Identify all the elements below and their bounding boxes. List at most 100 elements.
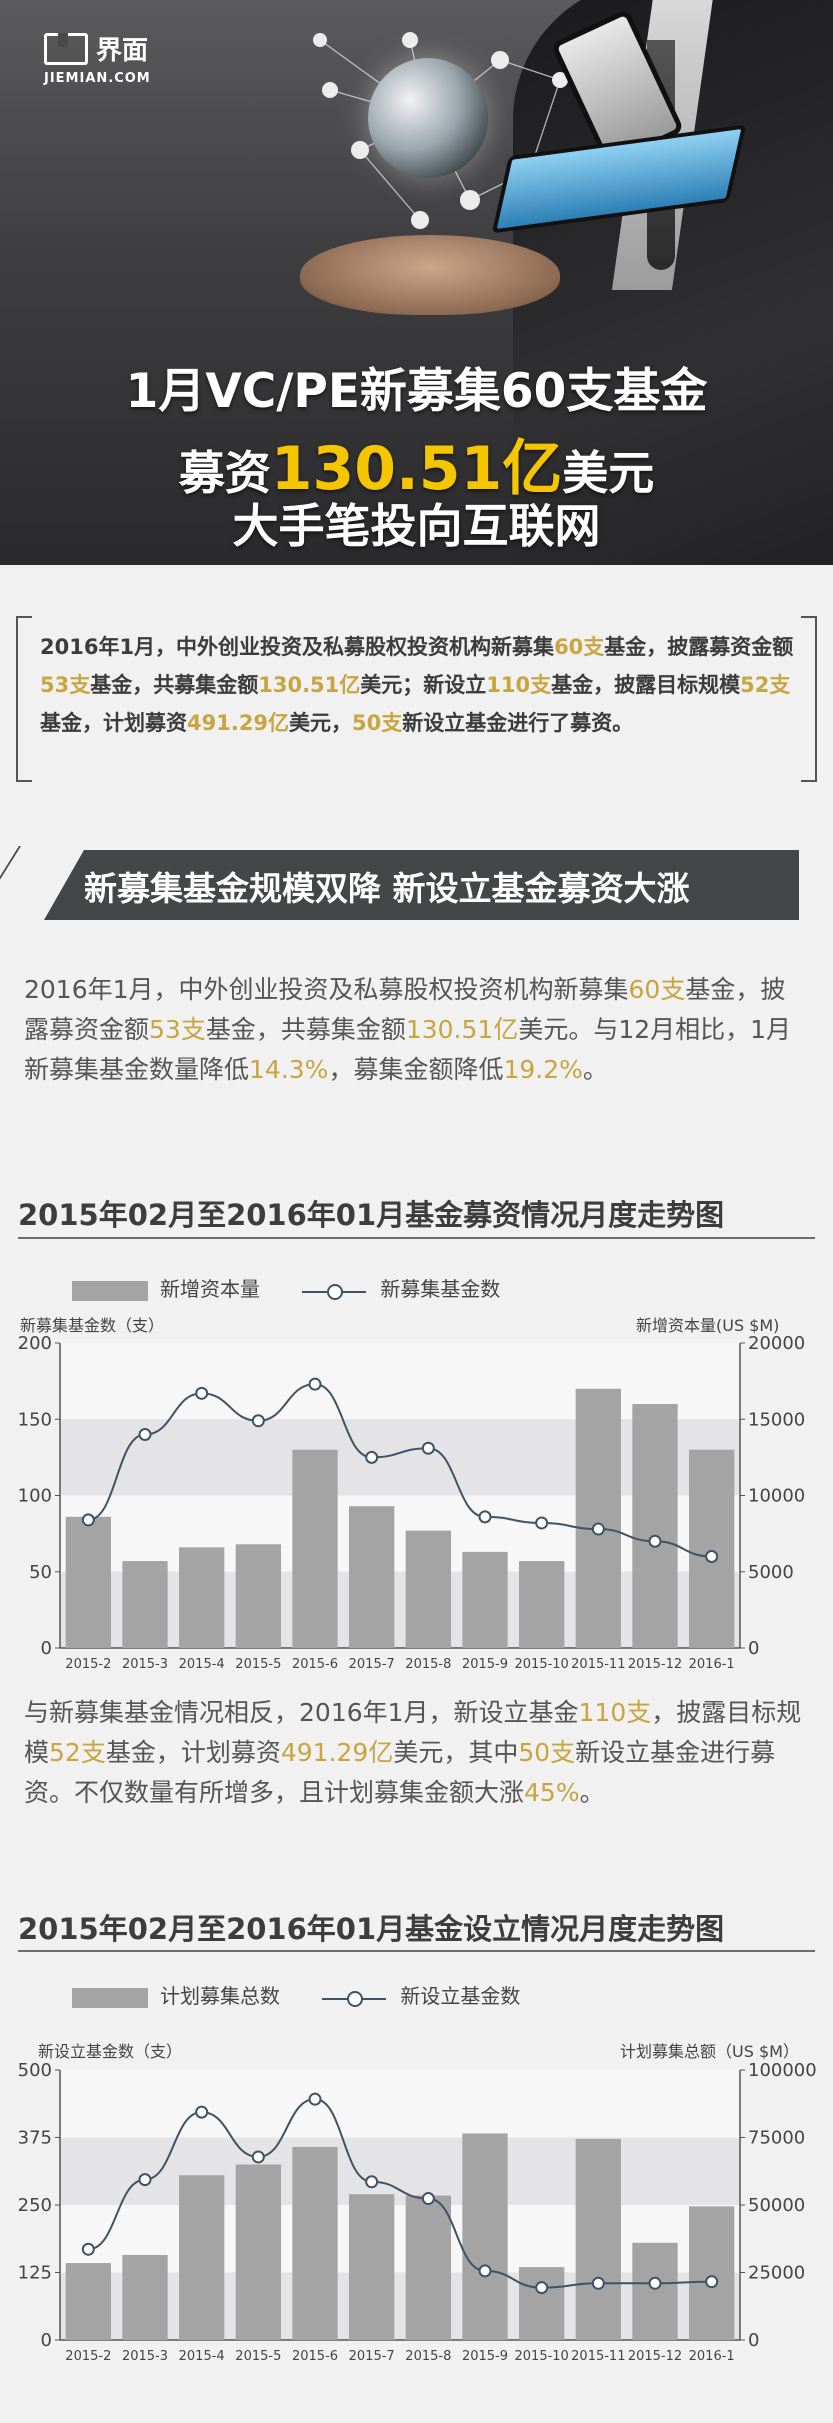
legend-bar-swatch	[72, 1987, 148, 2008]
chart-bar	[179, 1547, 225, 1648]
para2-text: ，披露目标规模	[24, 1698, 802, 1767]
summary-text: 2016年1月，中外创业投资及私募股权投资机构新募集60支基金，披露募资金额 53…	[36, 618, 806, 752]
para2-highlight: 45%	[524, 1778, 580, 1807]
x-tick-label: 2015-7	[349, 2349, 395, 2364]
legend-line-swatch	[302, 1282, 367, 1300]
right-tick-label: 15000	[748, 1409, 805, 1430]
headline-line2: 募资130.51亿美元	[0, 420, 833, 507]
line-point	[195, 2105, 209, 2119]
chart2-title-underline	[18, 1950, 815, 1952]
x-tick-label: 2015-10	[515, 1657, 569, 1672]
x-tick-label: 2015-3	[122, 1657, 168, 1672]
hero-banner: 界面 JIEMIAN.COM 1月VC/PE新募集60支基金 募资130.51亿…	[0, 0, 833, 565]
brand-logo: 界面 JIEMIAN.COM	[44, 30, 151, 86]
globe-icon	[368, 58, 488, 178]
chart1-title: 2015年02月至2016年01月基金募资情况月度走势图	[18, 1198, 725, 1232]
grid-band	[60, 1571, 740, 1648]
chart-bar	[632, 1404, 678, 1648]
left-tick-label: 125	[18, 2263, 52, 2284]
logo-icon	[44, 32, 88, 65]
summary-highlight: 130.51亿	[258, 673, 361, 697]
chart1-right-axis-title: 新增资本量(US $M)	[636, 1316, 780, 1335]
line-point	[365, 1450, 379, 1464]
para1-highlight: 19.2%	[503, 1055, 583, 1084]
chart-bar	[632, 2242, 678, 2340]
chart-bar	[179, 2175, 225, 2340]
chart-bar	[65, 1516, 111, 1648]
x-tick-label: 2015-11	[571, 1657, 625, 1672]
para1-text: 基金，共募集金额	[205, 1015, 406, 1044]
summary-highlight: 60支	[554, 635, 605, 659]
para2-text: 。	[579, 1778, 605, 1807]
chart-bar	[519, 2267, 565, 2340]
line-point	[308, 2092, 322, 2106]
right-tick-label: 5000	[748, 1562, 794, 1583]
right-tick-label: 20000	[748, 1333, 805, 1354]
left-tick-label: 375	[18, 2128, 52, 2149]
summary-text: 2016年1月，中外创业投资及私募股权投资机构新募集	[40, 635, 555, 659]
x-tick-label: 2015-12	[628, 2349, 682, 2364]
headline-line2-post: 美元	[562, 446, 655, 500]
left-tick-label: 200	[18, 1333, 52, 1354]
x-tick-label: 2015-6	[292, 1657, 338, 1672]
legend-bar-label: 新增资本量	[160, 1277, 260, 1301]
headline-line1: 1月VC/PE新募集60支基金	[125, 364, 708, 419]
brand-name: 界面	[96, 36, 149, 66]
summary-bracket-left	[16, 616, 32, 782]
section-banner-text: 新募集基金规模双降 新设立基金募资大涨	[84, 869, 690, 908]
x-tick-label: 2015-8	[405, 2349, 451, 2364]
left-tick-label: 0	[41, 2330, 52, 2351]
grid-band	[60, 1343, 740, 1420]
chart-bar	[292, 1449, 338, 1648]
summary-text: 基金，披露目标规模	[551, 673, 741, 697]
chart-bar	[235, 1544, 281, 1648]
line-point	[81, 2242, 95, 2256]
summary-text: 基金，披露募资金额	[604, 635, 794, 659]
para1-text: 美元。与12月相比，1月新募集基金数量降低	[24, 1015, 792, 1084]
para2-highlight: 491.29亿	[280, 1738, 394, 1767]
x-tick-label: 2015-8	[405, 1657, 451, 1672]
right-tick-label: 0	[748, 2330, 759, 2351]
para1-text: ，募集金额降低	[328, 1055, 504, 1084]
left-tick-label: 150	[18, 1409, 52, 1430]
x-tick-label: 2015-11	[571, 2349, 625, 2364]
grid-band	[60, 2070, 740, 2138]
line-point	[421, 2192, 435, 2206]
x-tick-label: 2015-12	[628, 1657, 682, 1672]
chart2-plot: 0 125 250 375 500 0 25000 50000 75000 100000 2015-…	[18, 2060, 817, 2364]
brand-url: JIEMIAN.COM	[44, 71, 151, 86]
para1-highlight: 53支	[149, 1015, 206, 1044]
x-tick-label: 2015-2	[65, 2349, 111, 2364]
x-tick-label: 2015-4	[179, 1657, 225, 1672]
para2-text: 基金，计划募资	[105, 1738, 281, 1767]
chart1-title-underline	[18, 1237, 815, 1239]
line-point	[478, 2264, 492, 2278]
legend-line-swatch	[322, 1989, 387, 2007]
chart1-left-axis-title: 新募集基金数（支）	[20, 1316, 165, 1335]
right-tick-label: 0	[748, 1638, 759, 1659]
line-point	[705, 2275, 719, 2289]
line-point	[195, 1386, 209, 1400]
para1-highlight: 130.51亿	[405, 1015, 519, 1044]
left-tick-label: 50	[29, 1562, 52, 1583]
chart-bar	[462, 2133, 508, 2340]
line-point	[648, 1534, 662, 1548]
line-point	[251, 1414, 265, 1428]
legend-bar-swatch	[72, 1280, 148, 1301]
line-point	[535, 1516, 549, 1530]
x-tick-label: 2015-4	[179, 2349, 225, 2364]
headline-line2-pre: 募资	[178, 446, 271, 500]
line-point	[251, 2150, 265, 2164]
chart-bar	[235, 2164, 281, 2340]
grid-band	[60, 1419, 740, 1496]
chart2-right-axis-title: 计划募集总额（US $M）	[620, 2042, 799, 2061]
legend-line-label: 新募集基金数	[380, 1277, 501, 1301]
chart-bar	[122, 2254, 168, 2340]
legend-line-label: 新设立基金数	[400, 1984, 521, 2008]
left-tick-label: 0	[41, 1638, 52, 1659]
x-tick-label: 2015-3	[122, 2349, 168, 2364]
summary-highlight: 110支	[486, 673, 552, 697]
headline-highlight: 130.51亿	[270, 434, 563, 504]
right-tick-label: 25000	[748, 2263, 805, 2284]
chart-bar	[462, 1551, 508, 1648]
